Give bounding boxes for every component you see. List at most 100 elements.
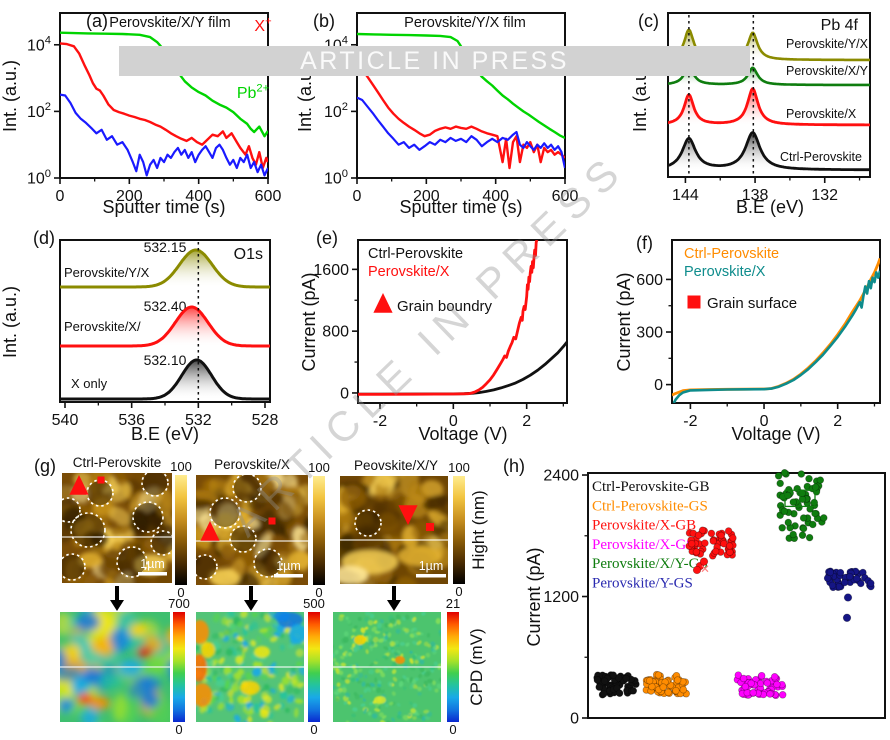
legend-item: Ctrl-Perovskite <box>684 246 779 262</box>
dotted-circle-highlight <box>62 497 81 523</box>
x-tick-label: 2 <box>833 413 842 430</box>
scale-bar-label: 1µm <box>419 559 444 573</box>
x-axis-title: B.E (eV) <box>736 197 804 217</box>
series-Pb2+ <box>60 31 268 138</box>
scale-bar <box>416 574 446 578</box>
y-tick-label: 0 <box>340 385 349 402</box>
x-tick-label: 600 <box>552 188 579 205</box>
scale-bar-label: 1µm <box>140 557 165 571</box>
data-point-Ctrl-Perovskite-GS <box>664 688 672 697</box>
data-point-Perovskite/X/Y-GS <box>789 530 797 539</box>
y-tick-label: 300 <box>636 325 663 342</box>
data-point-Ctrl-Perovskite-GB <box>600 677 609 685</box>
outlier-Perovskite/Y-GS <box>842 613 852 622</box>
annotation: Grain boundry <box>397 298 493 315</box>
plot-frame <box>587 472 886 719</box>
dotted-circle-highlight <box>141 473 169 497</box>
y-axis-title: Current (pA) <box>614 272 634 371</box>
legend-item: Ctrl-Perovskite-GS <box>592 498 708 514</box>
data-point-Perovskite/X-GB <box>692 548 701 556</box>
down-arrow-icon <box>110 600 124 611</box>
square-marker <box>97 476 105 484</box>
x-axis-title: Voltage (V) <box>418 424 507 444</box>
colorbar-min-label: 0 <box>449 722 456 737</box>
series-Perovskite/X <box>672 270 880 403</box>
x-tick-label: 2 <box>522 413 531 430</box>
x-axis-title: Sputter time (s) <box>399 197 522 217</box>
cpd-map <box>60 612 170 722</box>
x-tick-label: 536 <box>118 412 145 429</box>
data-point-Perovskite/X/Y-GS <box>806 505 814 513</box>
data-point-Perovskite/X/Y-GS <box>789 498 798 506</box>
colorbar-min-label: 0 <box>310 722 317 737</box>
dotted-circle-highlight <box>354 509 382 537</box>
y-tick-label: 102 <box>324 101 348 121</box>
panel-d: 540 536 532 528 B.E (eV) Int. (a.u.) (d) O1s 532… <box>0 228 278 444</box>
annotation: Perovskite/Y/X <box>786 37 869 51</box>
data-point-Ctrl-Perovskite-GS <box>673 676 682 684</box>
scale-bar-label: 1µm <box>276 559 301 573</box>
data-point-Perovskite/X-GB <box>694 531 703 540</box>
triangle-down-marker <box>398 505 418 525</box>
data-point-Perovskite/X/Y-GS <box>780 469 789 477</box>
colorbar <box>453 476 465 584</box>
article-in-press-banner: ARTICLE IN PRESS <box>119 46 750 76</box>
dotted-circle-highlight <box>62 553 86 581</box>
x-tick-label: 144 <box>672 187 699 204</box>
annotation: X+ <box>254 15 271 35</box>
map-title: Ctrl-Perovskite <box>73 455 162 470</box>
data-point-Perovskite/Y-GS <box>853 574 861 583</box>
spectrum-fill-Perovskite/X <box>668 88 870 125</box>
x-tick-label: 200 <box>116 188 143 205</box>
y-axis-title: Int. (a.u.) <box>0 286 20 358</box>
colorbar-axis-title: Hight (nm) <box>469 490 488 569</box>
panel-letter: (f) <box>636 233 653 253</box>
dotted-circle-highlight <box>232 475 262 503</box>
data-point-Perovskite/X/Y-GS <box>799 524 808 533</box>
dotted-circle-highlight <box>150 530 172 556</box>
scale-bar <box>138 572 167 576</box>
data-point-Perovskite/X/Y-GS <box>805 474 813 483</box>
spectrum-X only <box>60 358 270 401</box>
triangle-marker <box>69 475 89 495</box>
series-group <box>672 257 880 403</box>
data-point-Ctrl-Perovskite-GB <box>622 674 630 683</box>
square-marker <box>687 295 701 309</box>
spectrum-Perovskite/X/Y <box>668 65 870 87</box>
legend-item: Perovskite/X <box>684 264 766 280</box>
y-axis-title: Current (pA) <box>299 272 319 371</box>
data-point-Perovskite/Y-GS <box>836 568 845 577</box>
legend-item: Ctrl-Perovskite-GB <box>592 479 710 495</box>
data-point-Perovskite/X/Y-GS <box>798 531 807 539</box>
series-third-ion <box>60 93 268 177</box>
panel-a: 0 200 400 600 100 102 104 Sputter time (s) Int. … <box>0 11 281 217</box>
y-axis-title: Int. (a.u.) <box>295 60 315 132</box>
panel-letter: (d) <box>33 228 55 248</box>
data-point-Perovskite/X/Y-GS <box>778 524 786 532</box>
dotted-circle-highlight <box>229 525 257 553</box>
panel-h: 0 1200 2400 Current (pA) (h) Ctrl-Perovskite-… <box>503 456 886 728</box>
data-point-Perovskite/X/Y-GS <box>776 479 784 488</box>
dotted-circle-highlight <box>209 497 241 529</box>
data-point-Perovskite/X-GS <box>773 680 781 689</box>
data-point-Ctrl-Perovskite-GB <box>615 689 624 697</box>
data-point-Ctrl-Perovskite-GB <box>595 683 603 691</box>
cpd-map <box>196 612 304 722</box>
x-tick-label: 0 <box>353 188 362 205</box>
data-point-Perovskite/X/Y-GS <box>820 514 828 522</box>
data-point-Perovskite/Y-GS <box>826 568 835 577</box>
y-tick-label: 600 <box>636 272 663 289</box>
data-point-Perovskite/X-GS <box>734 671 743 679</box>
legend-item: Ctrl-Perovskite <box>368 246 463 262</box>
colorbar-max-label: 100 <box>448 460 470 475</box>
data-point-Perovskite/X/Y-GS <box>810 498 819 507</box>
series-group <box>60 31 268 177</box>
data-point-Perovskite/Y-GS <box>840 578 849 587</box>
outlier-Perovskite/Y-GS <box>843 593 853 602</box>
square-marker <box>268 517 276 525</box>
series-group <box>357 32 565 170</box>
annotation: O1s <box>234 246 263 263</box>
